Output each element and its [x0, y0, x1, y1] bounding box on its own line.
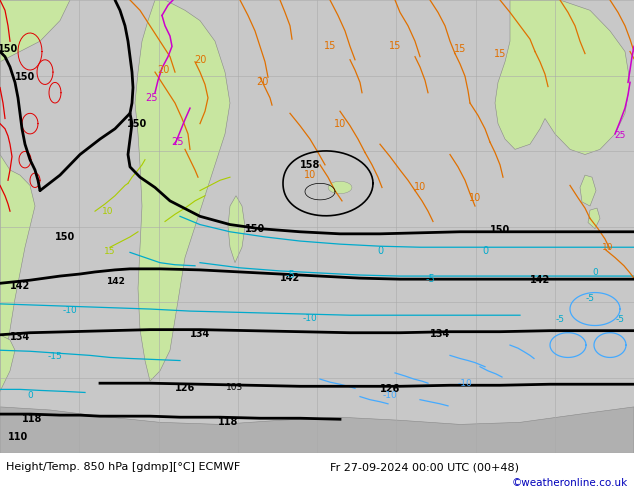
Text: Fr 27-09-2024 00:00 UTC (00+48): Fr 27-09-2024 00:00 UTC (00+48) — [330, 462, 519, 472]
Polygon shape — [0, 407, 634, 453]
Text: 10: 10 — [414, 182, 426, 193]
Text: 142: 142 — [530, 275, 550, 285]
Text: 150: 150 — [15, 72, 35, 82]
Text: -10: -10 — [302, 314, 318, 323]
Text: 15: 15 — [389, 41, 401, 51]
Text: 25: 25 — [146, 93, 158, 103]
Text: -5: -5 — [555, 315, 564, 324]
Text: -10: -10 — [458, 379, 472, 388]
Text: 20: 20 — [194, 55, 206, 65]
Text: 0: 0 — [482, 246, 488, 256]
Text: 126: 126 — [175, 383, 195, 393]
Text: -5: -5 — [425, 274, 435, 284]
Polygon shape — [588, 208, 600, 229]
Text: 20: 20 — [256, 77, 268, 87]
Text: 0: 0 — [27, 391, 33, 400]
Text: 118: 118 — [218, 417, 238, 427]
Polygon shape — [0, 0, 35, 392]
Text: 10: 10 — [304, 170, 316, 180]
Text: 150: 150 — [245, 224, 265, 234]
Text: 0: 0 — [592, 269, 598, 277]
Text: 15: 15 — [494, 49, 506, 59]
Polygon shape — [228, 196, 245, 263]
Text: 134: 134 — [10, 332, 30, 342]
Text: -15: -15 — [48, 352, 62, 361]
Text: 15: 15 — [454, 45, 466, 54]
Text: 142: 142 — [10, 281, 30, 292]
Polygon shape — [0, 0, 70, 62]
Text: 15: 15 — [104, 247, 116, 256]
Text: ©weatheronline.co.uk: ©weatheronline.co.uk — [512, 478, 628, 489]
Polygon shape — [135, 0, 230, 381]
Text: -5: -5 — [616, 315, 624, 324]
Text: 103: 103 — [226, 383, 243, 392]
Text: 25: 25 — [172, 137, 184, 147]
Polygon shape — [0, 335, 15, 392]
Text: 126: 126 — [380, 384, 400, 394]
Text: -5: -5 — [586, 294, 595, 303]
Text: 142: 142 — [280, 273, 300, 283]
Text: 25: 25 — [614, 131, 626, 141]
Text: -10: -10 — [63, 306, 77, 315]
Text: 150: 150 — [55, 232, 75, 242]
Text: 110: 110 — [8, 432, 28, 442]
Text: 134: 134 — [430, 329, 450, 339]
Text: 150: 150 — [0, 45, 18, 54]
Polygon shape — [328, 181, 352, 194]
Text: 118: 118 — [22, 414, 42, 424]
Text: 150: 150 — [127, 119, 147, 128]
Text: 10: 10 — [102, 207, 113, 216]
Text: 20: 20 — [157, 65, 169, 75]
Text: 10: 10 — [334, 119, 346, 128]
Text: 158: 158 — [300, 160, 320, 170]
Polygon shape — [495, 0, 630, 154]
Text: 10: 10 — [602, 243, 614, 252]
Text: 150: 150 — [490, 225, 510, 235]
Text: 15: 15 — [324, 41, 336, 51]
Text: 10: 10 — [469, 193, 481, 203]
Text: -10: -10 — [383, 391, 398, 400]
Text: 134: 134 — [190, 329, 210, 339]
Text: 0: 0 — [377, 246, 383, 256]
Text: 142: 142 — [106, 277, 124, 286]
Text: Height/Temp. 850 hPa [gdmp][°C] ECMWF: Height/Temp. 850 hPa [gdmp][°C] ECMWF — [6, 462, 240, 472]
Polygon shape — [580, 175, 596, 206]
Text: -5: -5 — [285, 270, 295, 280]
